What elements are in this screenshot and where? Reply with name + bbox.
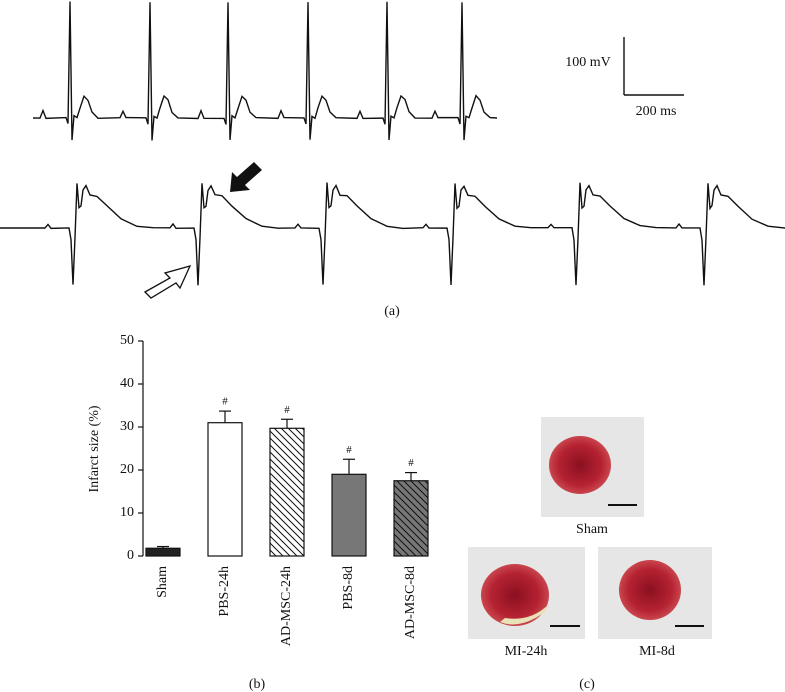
x-tick-label: Sham bbox=[155, 566, 170, 598]
panel-label: (a) bbox=[384, 304, 400, 319]
bar bbox=[270, 428, 304, 556]
bar bbox=[394, 481, 428, 556]
bar bbox=[332, 474, 366, 556]
arrow bbox=[145, 266, 190, 298]
photo-caption: MI-24h bbox=[505, 644, 548, 659]
y-tick-label: 30 bbox=[120, 419, 134, 434]
arrow bbox=[230, 162, 262, 192]
photo-caption: MI-8d bbox=[639, 644, 675, 659]
photo bbox=[468, 547, 585, 639]
significance-mark: # bbox=[284, 404, 290, 416]
photo-caption: Sham bbox=[576, 522, 608, 537]
photo bbox=[541, 417, 644, 517]
x-tick-label: PBS-8d bbox=[341, 566, 356, 610]
x-tick-label: AD-MSC-24h bbox=[279, 566, 294, 646]
ecg-trace bbox=[0, 183, 785, 286]
bar bbox=[208, 423, 242, 556]
panel-label: (b) bbox=[249, 677, 266, 692]
y-tick-label: 20 bbox=[120, 462, 134, 477]
scale-label: 100 mV bbox=[565, 55, 611, 70]
photo bbox=[598, 547, 712, 639]
y-tick-label: 10 bbox=[120, 505, 134, 520]
y-axis-label: Infarct size (%) bbox=[87, 405, 102, 492]
y-tick-label: 40 bbox=[120, 376, 134, 391]
y-tick-label: 0 bbox=[127, 548, 134, 563]
bar bbox=[146, 548, 180, 556]
x-tick-label: AD-MSC-8d bbox=[403, 566, 418, 639]
significance-mark: # bbox=[408, 457, 414, 469]
y-tick-label: 50 bbox=[120, 333, 134, 348]
panel-label: (c) bbox=[579, 677, 595, 692]
x-tick-label: PBS-24h bbox=[217, 566, 232, 617]
significance-mark: # bbox=[222, 396, 228, 408]
bar-chart: Infarct size (%) 0 10 20 30 40 50 Sham # PBS-24h… bbox=[87, 333, 428, 646]
ecg-traces bbox=[0, 2, 785, 286]
scale-label: 200 ms bbox=[636, 104, 677, 119]
ecg-trace bbox=[33, 2, 497, 141]
significance-mark: # bbox=[346, 444, 352, 456]
